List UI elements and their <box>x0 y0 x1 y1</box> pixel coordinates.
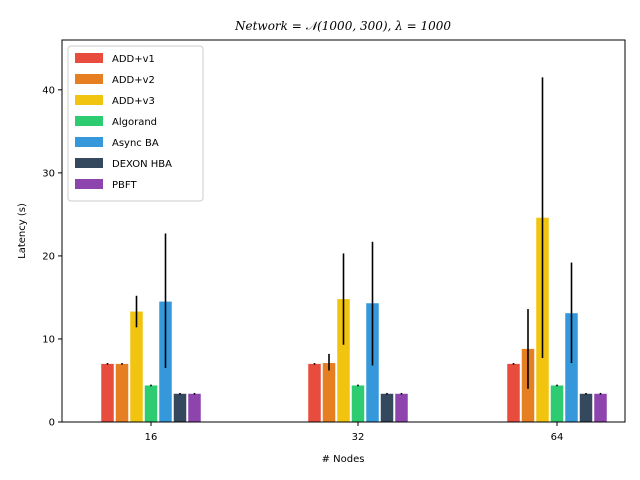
x-axis: 16 32 64 <box>145 422 564 443</box>
bar <box>565 313 578 422</box>
legend-swatch <box>75 95 103 105</box>
legend-swatch <box>75 53 103 63</box>
y-axis-label: Latency (s) <box>17 203 28 259</box>
legend-swatch <box>75 158 103 168</box>
bar <box>308 363 321 422</box>
legend-label: Algorand <box>112 117 157 128</box>
legend-label: ADD+v3 <box>112 96 155 107</box>
legend-label: PBFT <box>112 180 137 191</box>
y-tick-label: 30 <box>42 168 55 179</box>
legend-swatch <box>75 137 103 147</box>
legend-label: ADD+v2 <box>112 75 155 86</box>
x-tick-label: 16 <box>145 432 158 443</box>
y-axis: 0 10 20 30 40 <box>42 85 62 429</box>
bar <box>351 385 365 422</box>
bar <box>173 393 187 422</box>
plot-area-frame <box>61 39 626 423</box>
bar <box>322 363 336 422</box>
bar <box>130 311 143 422</box>
bar <box>550 385 564 422</box>
x-axis-label: # Nodes <box>322 454 365 465</box>
legend-label: ADD+v1 <box>112 54 155 65</box>
y-tick-label: 40 <box>42 85 55 96</box>
bar <box>380 393 394 422</box>
legend: ADD+v1 ADD+v2 ADD+v3 Algorand Async BA DEXON … <box>67 45 204 202</box>
legend-swatch <box>75 116 103 126</box>
y-tick-label: 0 <box>49 418 55 429</box>
bar <box>337 299 350 422</box>
bar <box>144 385 158 422</box>
y-tick-label: 10 <box>42 334 55 345</box>
bar <box>188 393 201 422</box>
bar <box>101 363 114 422</box>
bar <box>594 393 607 422</box>
legend-label: DEXON HBA <box>112 159 172 170</box>
bar <box>395 393 408 422</box>
legend-swatch <box>75 74 103 84</box>
bar <box>507 363 520 422</box>
legend-label: Async BA <box>112 138 159 149</box>
bars-layer <box>101 217 607 422</box>
bar <box>579 393 593 422</box>
legend-swatch <box>75 179 103 189</box>
chart-title: Network = 𝒩(1000, 300), λ = 1000 <box>234 19 451 33</box>
x-tick-label: 64 <box>551 432 564 443</box>
x-tick-label: 32 <box>352 432 365 443</box>
y-tick-label: 20 <box>42 251 55 262</box>
bar <box>115 363 129 422</box>
error-bars-layer <box>106 77 602 395</box>
